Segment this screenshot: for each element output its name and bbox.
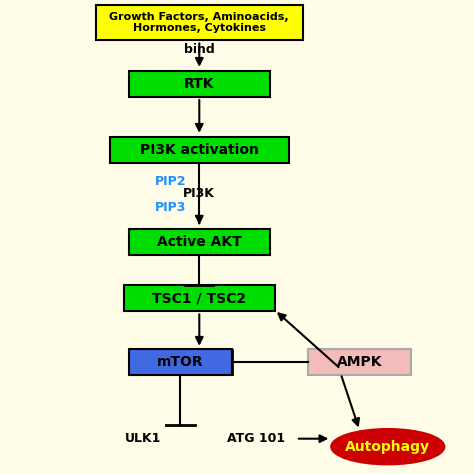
FancyBboxPatch shape [110,137,289,163]
Text: PIP2: PIP2 [155,175,187,188]
FancyBboxPatch shape [128,229,270,255]
Ellipse shape [331,429,444,465]
Text: AMPK: AMPK [337,355,382,369]
FancyBboxPatch shape [128,71,270,97]
Text: RTK: RTK [184,77,215,91]
Text: PI3K: PI3K [183,187,215,200]
Text: Growth Factors, Aminoacids,
Hormones, Cytokines: Growth Factors, Aminoacids, Hormones, Cy… [109,12,289,33]
Text: PI3K activation: PI3K activation [140,143,259,157]
FancyBboxPatch shape [96,5,303,40]
FancyBboxPatch shape [124,285,275,311]
Text: PIP3: PIP3 [155,201,187,214]
Text: Active AKT: Active AKT [157,235,242,249]
Text: Autophagy: Autophagy [345,440,430,454]
Text: TSC1 / TSC2: TSC1 / TSC2 [152,291,246,305]
FancyBboxPatch shape [308,349,411,375]
FancyBboxPatch shape [128,349,232,375]
Text: mTOR: mTOR [157,355,204,369]
Text: bind: bind [184,43,215,56]
Text: ULK1: ULK1 [125,432,161,445]
Text: ATG 101: ATG 101 [227,432,285,445]
